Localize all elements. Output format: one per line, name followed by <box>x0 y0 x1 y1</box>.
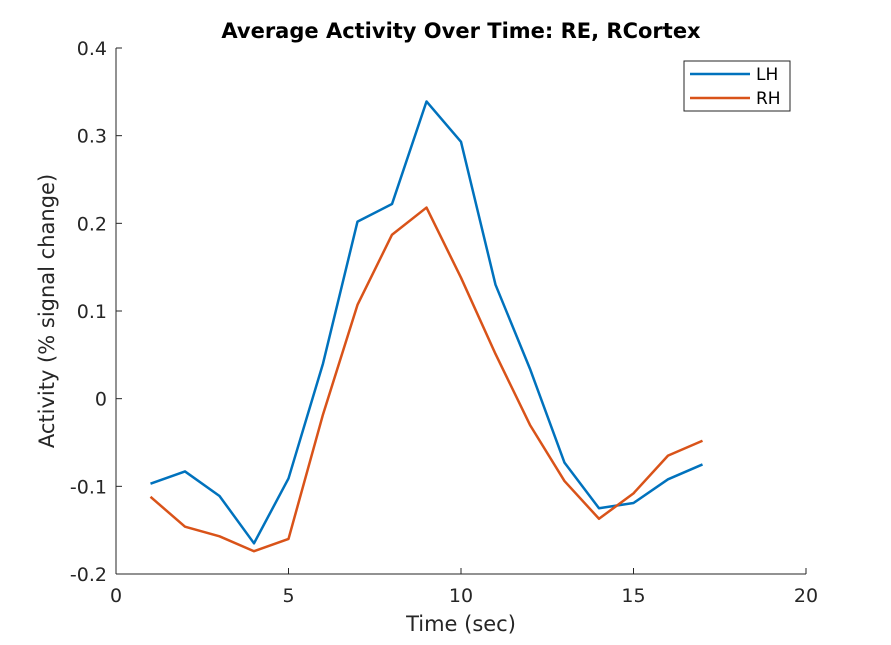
y-tick-label: -0.1 <box>70 476 107 498</box>
series-line-lh <box>150 100 703 545</box>
legend-label-rh: RH <box>756 89 781 109</box>
plot-area: 0 5 10 15 20 -0.2 -0.1 0 0.1 0.2 0.3 0.4 <box>70 38 818 607</box>
x-tick-label: 20 <box>794 585 818 607</box>
x-axis-ticks: 0 5 10 15 20 <box>110 568 818 607</box>
y-axis-title: Activity (% signal change) <box>35 174 59 448</box>
series-line-rh <box>149 206 703 553</box>
x-tick-label: 5 <box>282 585 294 607</box>
y-tick-label: 0.3 <box>77 126 107 148</box>
legend: LH RH <box>683 60 791 112</box>
x-tick-label: 15 <box>621 585 645 607</box>
y-tick-label: 0.2 <box>77 213 107 235</box>
x-tick-label: 0 <box>110 585 122 607</box>
legend-label-lh: LH <box>756 65 778 85</box>
chart-title: Average Activity Over Time: RE, RCortex <box>221 19 701 43</box>
legend-box <box>683 60 791 112</box>
y-tick-label: 0 <box>95 389 107 411</box>
x-axis-title: Time (sec) <box>405 612 516 636</box>
y-tick-label: 0.1 <box>77 301 107 323</box>
y-tick-label: 0.4 <box>77 38 107 60</box>
series-group <box>149 100 703 553</box>
y-axis-ticks: -0.2 -0.1 0 0.1 0.2 0.3 0.4 <box>70 38 122 586</box>
y-tick-label: -0.2 <box>70 564 107 586</box>
x-tick-label: 10 <box>449 585 473 607</box>
